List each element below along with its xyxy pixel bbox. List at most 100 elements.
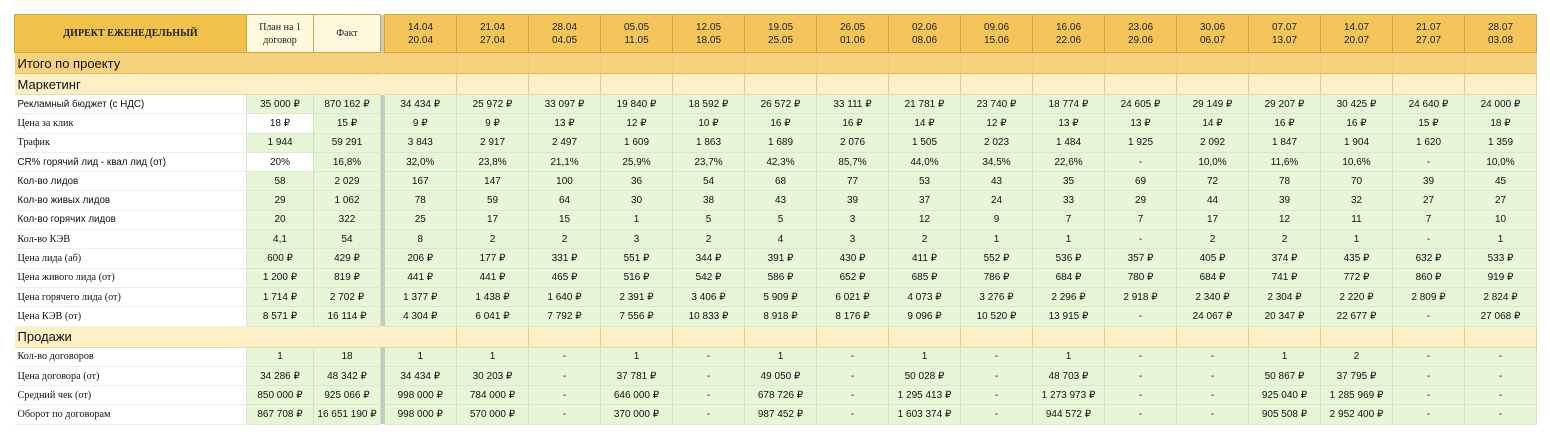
week-value-cell[interactable]: 1 (456, 347, 529, 367)
week-value-cell[interactable]: 2 (1176, 229, 1249, 250)
week-value-cell[interactable]: 2 952 400 ₽ (1320, 404, 1393, 425)
week-value-cell[interactable]: 147 (456, 171, 529, 192)
week-value-cell[interactable]: 3 406 ₽ (672, 287, 745, 308)
row-label[interactable]: Кол-во живых лидов (14, 190, 247, 211)
week-value-cell[interactable]: 10,0% (1464, 152, 1537, 173)
week-value-cell[interactable]: 5 (672, 210, 745, 231)
week-value-cell[interactable]: 3 (816, 229, 889, 250)
week-value-cell[interactable]: 2 (1248, 229, 1321, 250)
row-label[interactable]: Кол-во КЭВ (14, 229, 247, 250)
fact-cell[interactable]: 48 342 ₽ (313, 366, 381, 387)
week-column-header[interactable]: 21.04 27.04 (456, 14, 529, 53)
section-cell[interactable] (528, 52, 601, 74)
week-value-cell[interactable]: 7 (1392, 210, 1465, 231)
section-cell[interactable] (1176, 326, 1249, 348)
section-cell[interactable] (384, 52, 457, 74)
plan-column-header[interactable]: План на 1 договор (246, 14, 314, 53)
fact-cell[interactable]: 18 (313, 347, 381, 367)
fact-cell[interactable]: 16 651 190 ₽ (313, 404, 381, 425)
week-value-cell[interactable]: 1 377 ₽ (384, 287, 457, 308)
week-value-cell[interactable]: 11 (1320, 210, 1393, 231)
week-value-cell[interactable]: - (1104, 229, 1177, 250)
week-value-cell[interactable]: 684 ₽ (1176, 268, 1249, 288)
week-value-cell[interactable]: - (960, 347, 1033, 367)
week-value-cell[interactable]: - (1392, 385, 1465, 406)
week-value-cell[interactable]: 1 640 ₽ (528, 287, 601, 308)
week-value-cell[interactable]: 441 ₽ (384, 268, 457, 288)
section-cell[interactable] (960, 52, 1033, 74)
section-cell[interactable] (1104, 52, 1177, 74)
week-value-cell[interactable]: 27 068 ₽ (1464, 306, 1537, 327)
week-value-cell[interactable]: 12 ₽ (600, 113, 673, 134)
week-value-cell[interactable]: 2 220 ₽ (1320, 287, 1393, 308)
week-value-cell[interactable]: 3 (600, 229, 673, 250)
week-column-header[interactable]: 14.04 20.04 (384, 14, 457, 53)
week-value-cell[interactable]: 1 484 (1032, 133, 1105, 153)
week-column-header[interactable]: 19.05 25.05 (744, 14, 817, 53)
plan-cell[interactable]: 58 (246, 171, 314, 192)
week-value-cell[interactable]: 24 605 ₽ (1104, 94, 1177, 115)
week-column-header[interactable]: 02.06 08.06 (888, 14, 961, 53)
row-label[interactable]: Кол-во лидов (14, 171, 247, 192)
week-value-cell[interactable]: - (1392, 366, 1465, 387)
week-column-header[interactable]: 26.05 01.06 (816, 14, 889, 53)
week-value-cell[interactable]: 1 904 (1320, 133, 1393, 153)
row-label[interactable]: Трафик (14, 133, 247, 153)
plan-cell[interactable]: 600 ₽ (246, 248, 314, 269)
week-value-cell[interactable]: 36 (600, 171, 673, 192)
week-value-cell[interactable]: 33 (1032, 190, 1105, 211)
week-value-cell[interactable]: - (528, 366, 601, 387)
plan-cell[interactable]: 1 714 ₽ (246, 287, 314, 308)
week-value-cell[interactable]: 646 000 ₽ (600, 385, 673, 406)
week-value-cell[interactable]: 465 ₽ (528, 268, 601, 288)
week-value-cell[interactable]: 1 (1464, 229, 1537, 250)
week-value-cell[interactable]: 44 (1176, 190, 1249, 211)
week-value-cell[interactable]: - (1104, 385, 1177, 406)
week-value-cell[interactable]: 542 ₽ (672, 268, 745, 288)
fact-cell[interactable]: 16,8% (313, 152, 381, 173)
section-cell[interactable] (384, 326, 457, 348)
week-value-cell[interactable]: 2 340 ₽ (1176, 287, 1249, 308)
week-value-cell[interactable]: 16 ₽ (816, 113, 889, 134)
week-value-cell[interactable]: 1 (888, 347, 961, 367)
week-value-cell[interactable]: 14 ₽ (888, 113, 961, 134)
plan-cell[interactable]: 867 708 ₽ (246, 404, 314, 425)
week-value-cell[interactable]: 1 (1032, 347, 1105, 367)
week-value-cell[interactable]: 9 096 ₽ (888, 306, 961, 327)
week-value-cell[interactable]: - (1104, 404, 1177, 425)
section-cell[interactable] (528, 73, 601, 95)
week-value-cell[interactable]: 998 000 ₽ (384, 404, 457, 425)
section-total-label[interactable]: Итого по проекту (14, 52, 381, 74)
section-cell[interactable] (1464, 73, 1537, 95)
section-cell[interactable] (816, 73, 889, 95)
week-value-cell[interactable]: 39 (816, 190, 889, 211)
week-value-cell[interactable]: 925 040 ₽ (1248, 385, 1321, 406)
week-value-cell[interactable]: 1 295 413 ₽ (888, 385, 961, 406)
plan-cell[interactable]: 1 200 ₽ (246, 268, 314, 288)
week-value-cell[interactable]: 1 689 (744, 133, 817, 153)
week-value-cell[interactable]: 772 ₽ (1320, 268, 1393, 288)
week-value-cell[interactable]: 570 000 ₽ (456, 404, 529, 425)
week-value-cell[interactable]: - (1176, 404, 1249, 425)
section-cell[interactable] (600, 52, 673, 74)
week-value-cell[interactable]: 944 572 ₽ (1032, 404, 1105, 425)
plan-cell[interactable]: 4,1 (246, 229, 314, 250)
week-value-cell[interactable]: 29 149 ₽ (1176, 94, 1249, 115)
week-value-cell[interactable]: 741 ₽ (1248, 268, 1321, 288)
week-value-cell[interactable]: 6 041 ₽ (456, 306, 529, 327)
week-value-cell[interactable]: 860 ₽ (1392, 268, 1465, 288)
week-value-cell[interactable]: - (1464, 366, 1537, 387)
week-value-cell[interactable]: - (672, 366, 745, 387)
week-value-cell[interactable]: 18 774 ₽ (1032, 94, 1105, 115)
week-value-cell[interactable]: 2 809 ₽ (1392, 287, 1465, 308)
week-value-cell[interactable]: 1 (1032, 229, 1105, 250)
week-value-cell[interactable]: 26 572 ₽ (744, 94, 817, 115)
week-value-cell[interactable]: 3 276 ₽ (960, 287, 1033, 308)
week-value-cell[interactable]: 77 (816, 171, 889, 192)
week-value-cell[interactable]: 2 (672, 229, 745, 250)
week-value-cell[interactable]: 1 (960, 229, 1033, 250)
section-cell[interactable] (1104, 326, 1177, 348)
section-cell[interactable] (1464, 326, 1537, 348)
week-value-cell[interactable]: 1 285 969 ₽ (1320, 385, 1393, 406)
week-value-cell[interactable]: 652 ₽ (816, 268, 889, 288)
